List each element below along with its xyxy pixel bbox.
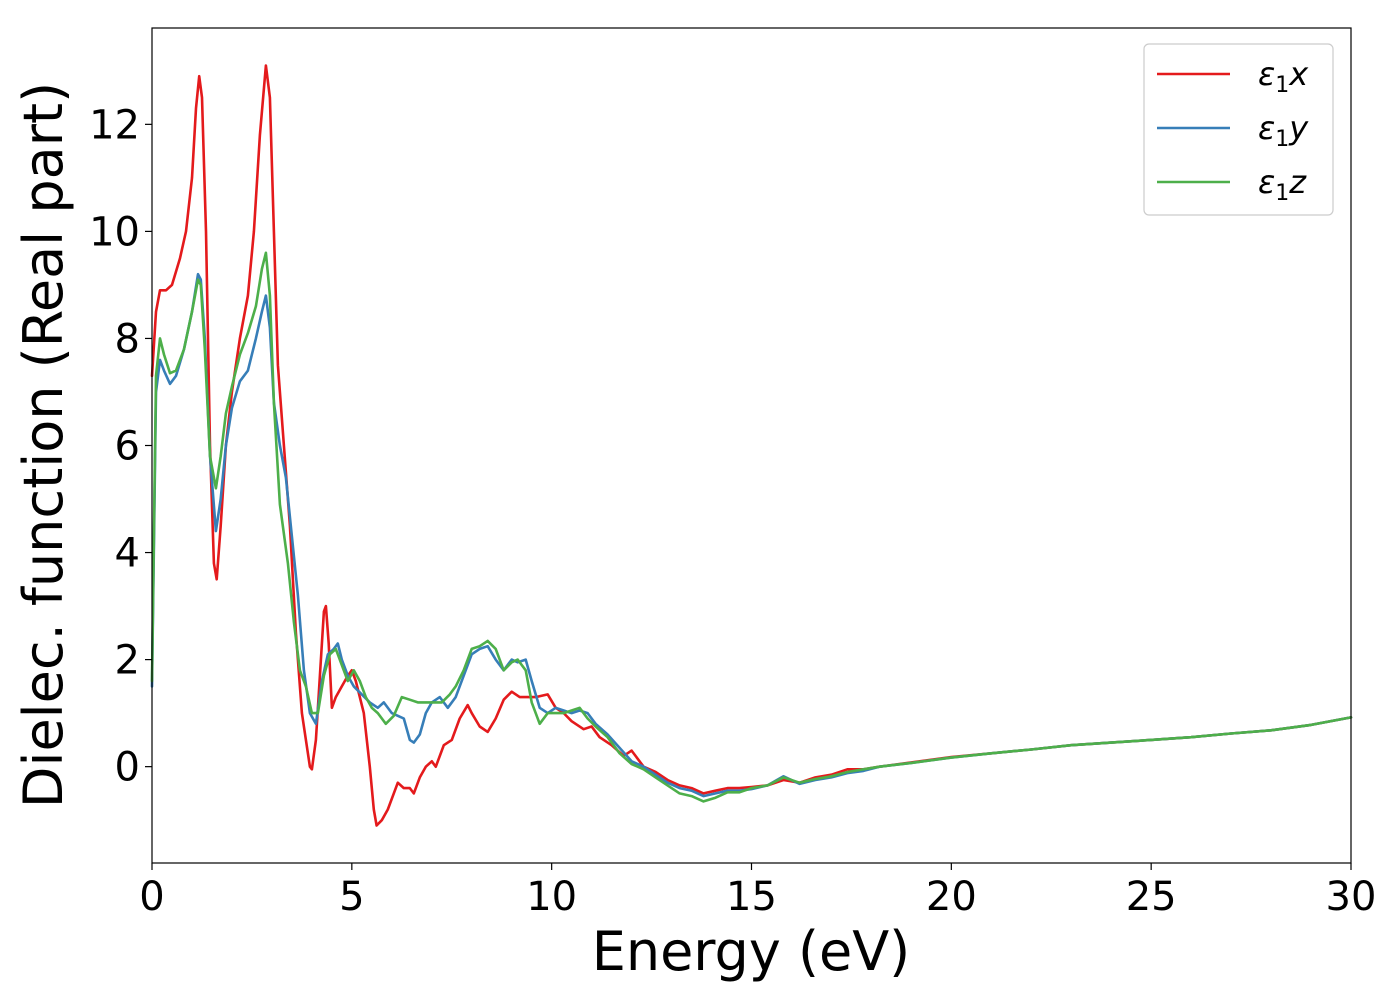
legend: ε1x ε1y ε1z: [1143, 43, 1334, 216]
x-tick-label: 10: [526, 874, 577, 920]
series-line-z: [150, 251, 1353, 803]
legend-label-y: ε1y: [1258, 109, 1309, 152]
legend-label-x: ε1x: [1258, 55, 1309, 98]
x-tick-label: 0: [139, 874, 164, 920]
ticks-layer: 0 5 10 15 20 25 30 0 2 4 6 8 10 12: [89, 102, 1376, 920]
x-tick-label: 30: [1326, 874, 1377, 920]
y-tick-label: 4: [115, 531, 140, 577]
y-tick-label: 2: [115, 638, 140, 684]
y-tick-label: 10: [89, 209, 140, 255]
series-line-y: [150, 272, 1353, 798]
x-tick-label: 25: [1126, 874, 1177, 920]
series-layer: [150, 64, 1353, 827]
y-axis-title: Dielec. function (Real part): [12, 82, 75, 808]
y-tick-label: 8: [115, 316, 140, 362]
x-axis-title: Energy (eV): [592, 920, 911, 983]
x-tick-label: 15: [726, 874, 777, 920]
legend-label-z: ε1z: [1258, 163, 1307, 206]
y-tick-label: 0: [115, 745, 140, 791]
legend-entries: ε1x ε1y ε1z: [1157, 55, 1309, 206]
x-tick-label: 5: [339, 874, 364, 920]
x-tick-label: 20: [926, 874, 977, 920]
y-tick-label: 6: [115, 424, 140, 470]
legend-frame: [1143, 43, 1334, 216]
y-tick-label: 12: [89, 102, 140, 148]
